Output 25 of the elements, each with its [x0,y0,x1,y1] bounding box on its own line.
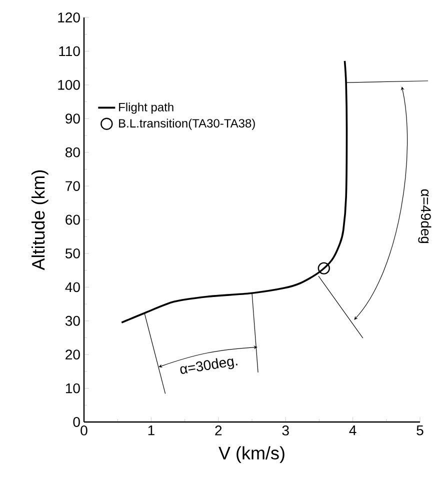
y-tick-label: 90 [66,114,80,124]
legend-label: B.L.transition(TA30-TA38) [119,118,255,130]
y-tick-label: 110 [59,46,80,56]
x-tick-label: 4 [349,426,356,436]
y-tick-label: 30 [65,316,80,326]
x-tick-label: 3 [282,426,289,436]
y-tick-label: 100 [58,80,80,90]
y-tick-label: 40 [65,282,80,292]
annotation: α=49deg [418,189,432,244]
y-tick-label: 80 [66,147,80,158]
y-tick-label: 20 [66,350,80,360]
y-axis-title: Altitude (km) [32,170,48,270]
x-tick-label: 1 [148,426,154,436]
y-tick-label: 120 [58,12,80,22]
legend-label: Flight path [119,102,174,114]
x-tick-label: 5 [416,426,424,436]
x-tick-label: 0 [80,426,88,436]
y-tick-label: 60 [66,214,80,225]
y-tick-label: 50 [65,248,80,258]
y-tick-label: 0 [73,417,80,427]
y-tick-label: 10 [66,383,80,394]
x-tick-label: 2 [215,426,222,436]
y-tick-label: 70 [66,181,80,191]
annotation: α=30deg. [180,358,238,374]
x-axis-title: V (km/s) [218,446,284,464]
